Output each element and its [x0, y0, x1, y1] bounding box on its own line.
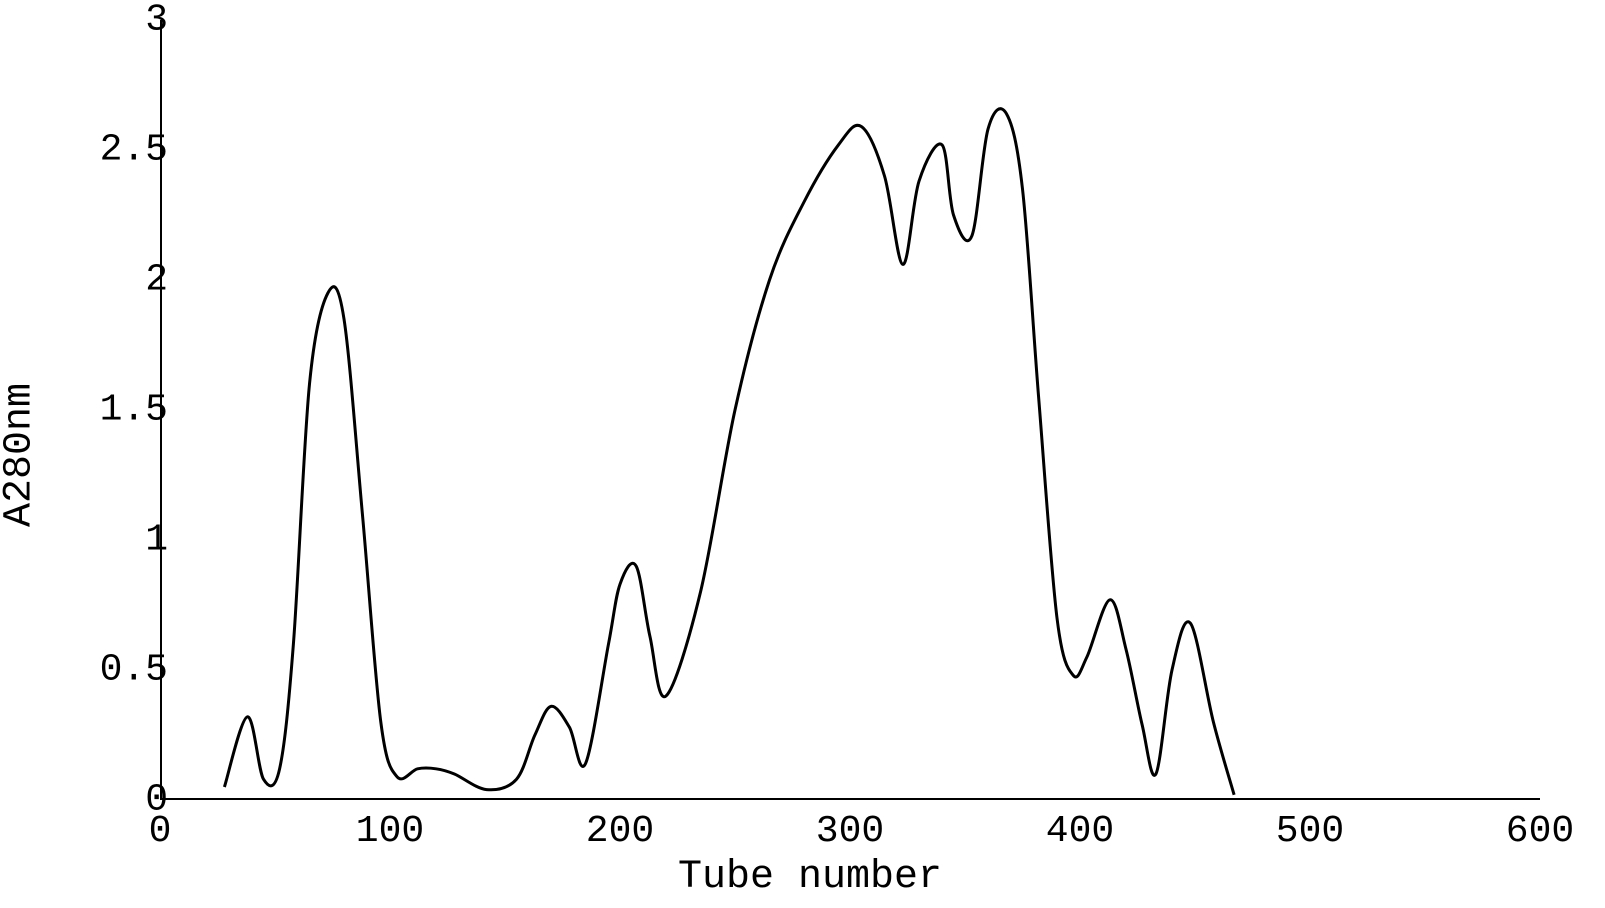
- y-tick-label: 3: [145, 0, 168, 42]
- x-tick-label: 0: [149, 810, 172, 853]
- x-tick-label: 600: [1506, 810, 1574, 853]
- x-tick-label: 200: [586, 810, 654, 853]
- x-tick-label: 100: [356, 810, 424, 853]
- y-axis-label: A280nm: [0, 383, 43, 527]
- y-tick-label: 1: [145, 519, 168, 562]
- y-tick-label: 2: [145, 259, 168, 302]
- y-tick-label: 2.5: [100, 129, 168, 172]
- x-tick-label: 300: [816, 810, 884, 853]
- y-tick-label: 1.5: [100, 389, 168, 432]
- x-tick-label: 400: [1046, 810, 1114, 853]
- x-tick-label: 500: [1276, 810, 1344, 853]
- chart-svg: [160, 20, 1540, 800]
- plot-area: [160, 20, 1540, 800]
- x-axis-label: Tube number: [678, 855, 942, 900]
- chart-container: A280nm 00.511.522.53 0100200300400500600…: [60, 10, 1560, 900]
- y-tick-label: 0.5: [100, 649, 168, 692]
